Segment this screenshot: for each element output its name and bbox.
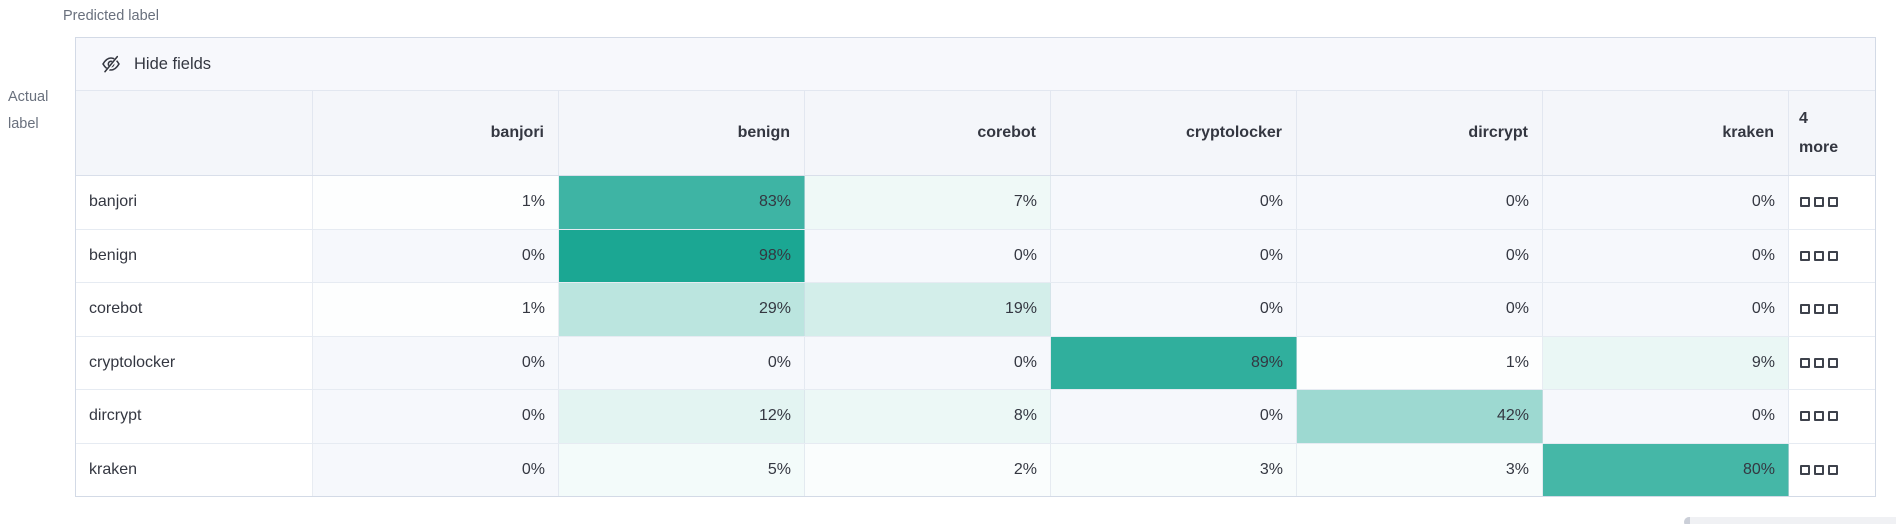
boxes-horizontal-icon xyxy=(1800,411,1838,422)
cell-corebot-dircrypt[interactable]: 0% xyxy=(1297,283,1543,336)
row-label-dircrypt: dircrypt xyxy=(76,390,313,443)
row-label-benign: benign xyxy=(76,229,313,282)
cell-banjori-cryptolocker[interactable]: 0% xyxy=(1051,176,1297,229)
actual-axis-label: Actual label xyxy=(8,84,48,138)
cell-cryptolocker-dircrypt[interactable]: 1% xyxy=(1297,336,1543,389)
column-header-banjori[interactable]: banjori xyxy=(313,91,559,175)
cell-benign-dircrypt[interactable]: 0% xyxy=(1297,229,1543,282)
cell-corebot-cryptolocker[interactable]: 0% xyxy=(1051,283,1297,336)
cell-banjori-kraken[interactable]: 0% xyxy=(1543,176,1789,229)
grid-body: banjori 1% 83% 7% 0% 0% 0% benign 0% 98% 0% 0% 0% 0% c… xyxy=(76,176,1875,496)
table-row-benign: benign 0% 98% 0% 0% 0% 0% xyxy=(76,229,1875,283)
cell-dircrypt-cryptolocker[interactable]: 0% xyxy=(1051,390,1297,443)
table-row-cryptolocker: cryptolocker 0% 0% 0% 89% 1% 9% xyxy=(76,336,1875,390)
cell-dircrypt-kraken[interactable]: 0% xyxy=(1543,390,1789,443)
cell-kraken-corebot[interactable]: 2% xyxy=(805,443,1051,496)
boxes-horizontal-icon xyxy=(1800,304,1838,315)
hide-fields-button[interactable]: Hide fields xyxy=(100,53,211,75)
cell-corebot-more[interactable] xyxy=(1789,283,1874,336)
cell-benign-more[interactable] xyxy=(1789,229,1874,282)
cell-banjori-corebot[interactable]: 7% xyxy=(805,176,1051,229)
row-label-corebot: corebot xyxy=(76,283,313,336)
cell-cryptolocker-kraken[interactable]: 9% xyxy=(1543,336,1789,389)
hide-fields-label: Hide fields xyxy=(134,54,212,73)
column-header-benign[interactable]: benign xyxy=(559,91,805,175)
cell-dircrypt-banjori[interactable]: 0% xyxy=(313,390,559,443)
header-row: banjori benign corebot cryptolocker dircrypt… xyxy=(76,91,1875,176)
boxes-horizontal-icon xyxy=(1800,250,1838,261)
row-label-banjori: banjori xyxy=(76,176,313,229)
predicted-axis-label: Predicted label xyxy=(63,8,159,24)
cell-cryptolocker-benign[interactable]: 0% xyxy=(559,336,805,389)
cell-kraken-more[interactable] xyxy=(1789,443,1874,496)
cell-corebot-corebot[interactable]: 19% xyxy=(805,283,1051,336)
column-header-dircrypt[interactable]: dircrypt xyxy=(1297,91,1543,175)
header-corner-cell xyxy=(76,91,313,175)
confusion-matrix-grid: Hide fields banjori benign corebot cryptolo… xyxy=(75,37,1876,497)
row-label-cryptolocker: cryptolocker xyxy=(76,336,313,389)
cell-cryptolocker-cryptolocker[interactable]: 89% xyxy=(1051,336,1297,389)
cell-benign-kraken[interactable]: 0% xyxy=(1543,229,1789,282)
grid-toolbar: Hide fields xyxy=(76,38,1875,91)
boxes-horizontal-icon xyxy=(1800,464,1838,475)
cell-benign-corebot[interactable]: 0% xyxy=(805,229,1051,282)
cell-kraken-kraken[interactable]: 80% xyxy=(1543,443,1789,496)
cell-kraken-cryptolocker[interactable]: 3% xyxy=(1051,443,1297,496)
cell-dircrypt-corebot[interactable]: 8% xyxy=(805,390,1051,443)
table-row-corebot: corebot 1% 29% 19% 0% 0% 0% xyxy=(76,283,1875,337)
table-row-kraken: kraken 0% 5% 2% 3% 3% 80% xyxy=(76,443,1875,496)
cell-cryptolocker-corebot[interactable]: 0% xyxy=(805,336,1051,389)
more-columns-count: 4 xyxy=(1799,110,1808,127)
more-columns-label: more xyxy=(1799,139,1839,156)
cell-banjori-benign[interactable]: 83% xyxy=(559,176,805,229)
cell-corebot-benign[interactable]: 29% xyxy=(559,283,805,336)
cell-dircrypt-dircrypt[interactable]: 42% xyxy=(1297,390,1543,443)
row-label-kraken: kraken xyxy=(76,443,313,496)
column-header-more[interactable]: 4 more xyxy=(1789,91,1874,175)
table-row-dircrypt: dircrypt 0% 12% 8% 0% 42% 0% xyxy=(76,390,1875,444)
boxes-horizontal-icon xyxy=(1800,357,1838,368)
scrollbar-thumb[interactable] xyxy=(1684,517,1690,524)
cell-banjori-banjori[interactable]: 1% xyxy=(313,176,559,229)
cell-benign-benign[interactable]: 98% xyxy=(559,229,805,282)
table-row-banjori: banjori 1% 83% 7% 0% 0% 0% xyxy=(76,176,1875,230)
actual-axis-label-line2: label xyxy=(8,116,39,132)
cell-corebot-kraken[interactable]: 0% xyxy=(1543,283,1789,336)
boxes-horizontal-icon xyxy=(1800,197,1838,208)
column-header-cryptolocker[interactable]: cryptolocker xyxy=(1051,91,1297,175)
cell-dircrypt-benign[interactable]: 12% xyxy=(559,390,805,443)
cell-banjori-dircrypt[interactable]: 0% xyxy=(1297,176,1543,229)
cell-kraken-banjori[interactable]: 0% xyxy=(313,443,559,496)
horizontal-scrollbar[interactable] xyxy=(1684,517,1896,524)
cell-benign-cryptolocker[interactable]: 0% xyxy=(1051,229,1297,282)
column-header-corebot[interactable]: corebot xyxy=(805,91,1051,175)
actual-axis-label-line1: Actual xyxy=(8,89,49,105)
cell-benign-banjori[interactable]: 0% xyxy=(313,229,559,282)
cell-dircrypt-more[interactable] xyxy=(1789,390,1874,443)
cell-kraken-dircrypt[interactable]: 3% xyxy=(1297,443,1543,496)
cell-kraken-benign[interactable]: 5% xyxy=(559,443,805,496)
cell-cryptolocker-banjori[interactable]: 0% xyxy=(313,336,559,389)
column-header-kraken[interactable]: kraken xyxy=(1543,91,1789,175)
cell-cryptolocker-more[interactable] xyxy=(1789,336,1874,389)
cell-corebot-banjori[interactable]: 1% xyxy=(313,283,559,336)
eye-closed-icon xyxy=(100,53,122,75)
cell-banjori-more[interactable] xyxy=(1789,176,1874,229)
